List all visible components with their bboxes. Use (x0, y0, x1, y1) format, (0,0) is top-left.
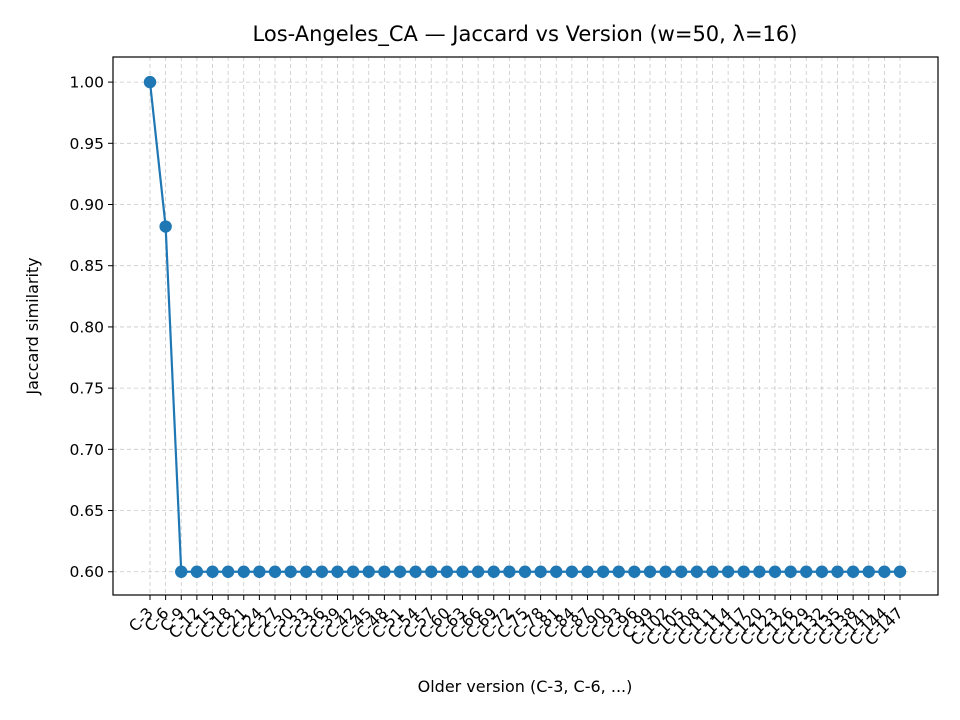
data-point (346, 565, 360, 578)
data-point (721, 565, 735, 578)
grid (113, 57, 938, 595)
data-point (378, 565, 391, 578)
y-tick-label: 0.85 (69, 257, 104, 275)
data-point (690, 565, 704, 578)
data-point (893, 565, 907, 578)
data-point (737, 565, 750, 578)
data-point (221, 565, 235, 578)
data-point (815, 565, 829, 578)
data-point (643, 565, 657, 578)
y-axis-ticks: 0.60 0.65 0.70 0.75 0.80 0.85 0.90 0.95 1.00 (69, 74, 113, 581)
data-point (534, 565, 547, 578)
data-point (471, 565, 485, 578)
data-point (862, 565, 875, 578)
data-point (175, 565, 188, 578)
data-point (331, 565, 344, 578)
plot-frame (112, 56, 939, 596)
y-tick-label: 0.90 (69, 196, 104, 214)
data-point (362, 565, 375, 578)
data-point (550, 565, 563, 578)
y-tick-label: 0.75 (69, 380, 104, 398)
data-point (581, 565, 594, 578)
data-point (596, 565, 610, 578)
data-point (565, 565, 579, 578)
data-point (878, 565, 891, 578)
y-tick-label: 0.80 (69, 318, 104, 336)
x-axis-ticks: C-3C-6C-9C-12C-15C-18C-21C-24C-27C-30C-3… (126, 595, 907, 649)
data-point (237, 565, 250, 578)
data-point (143, 75, 157, 89)
y-tick-label: 0.95 (69, 135, 104, 153)
data-point (784, 565, 797, 578)
data-point (675, 565, 688, 578)
data-point (190, 565, 204, 578)
data-point (487, 565, 500, 578)
data-point (393, 565, 407, 578)
data-point (159, 220, 172, 233)
data-point (659, 565, 672, 578)
data-point (800, 565, 813, 578)
y-tick-label: 0.60 (69, 563, 104, 581)
data-point (268, 565, 282, 578)
data-point (706, 565, 719, 578)
data-point (753, 565, 766, 578)
data-point (253, 565, 266, 578)
y-tick-label: 0.70 (69, 441, 104, 459)
data-point (456, 565, 469, 578)
data-point (846, 565, 860, 578)
data-point (206, 565, 219, 578)
data-point (284, 565, 297, 578)
data-point (831, 565, 844, 578)
data-point (300, 565, 313, 578)
data-point (612, 565, 625, 578)
x-axis-label: Older version (C-3, C-6, ...) (418, 677, 633, 696)
data-point (503, 565, 516, 578)
data-point (409, 565, 422, 578)
y-tick-label: 0.65 (69, 502, 104, 520)
data-point (768, 565, 782, 578)
y-axis-label: Jaccard similarity (23, 257, 42, 395)
data-point (315, 565, 329, 578)
y-tick-label: 1.00 (69, 74, 104, 92)
data-point (518, 565, 532, 578)
data-point (425, 565, 438, 578)
data-point (440, 565, 454, 578)
series-points (143, 75, 907, 578)
data-point (628, 565, 641, 578)
chart-title: Los-Angeles_CA — Jaccard vs Version (w=5… (253, 22, 798, 47)
